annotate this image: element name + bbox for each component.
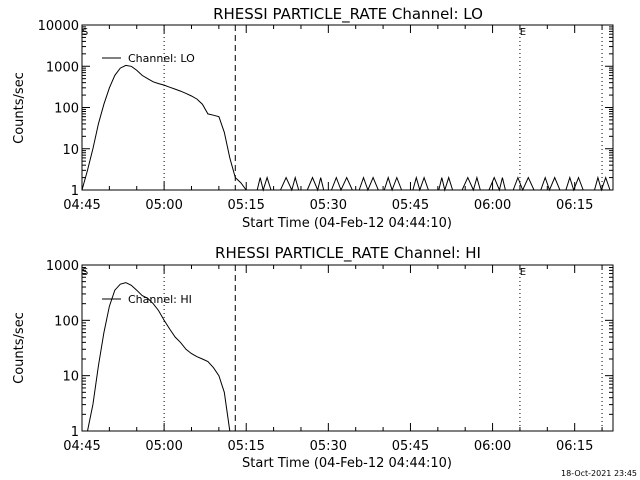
footer-timestamp: 18-Oct-2021 23:45 — [561, 469, 637, 478]
chart-lo-title: RHESSI PARTICLE_RATE Channel: LO — [213, 5, 483, 24]
chart-hi: RHESSI PARTICLE_RATE Channel: HI Counts/… — [12, 244, 614, 471]
chart-hi-legend-label: Channel: HI — [128, 293, 192, 306]
chart-lo-noise-line — [256, 175, 611, 192]
chart-hi-xtick-label-3: 05:30 — [310, 439, 347, 454]
chart-lo-legend-label: Channel: LO — [128, 52, 195, 65]
chart-hi-title: RHESSI PARTICLE_RATE Channel: HI — [215, 244, 481, 263]
chart-hi-vlines — [163, 265, 603, 431]
chart-lo-ytick-label-3: 1000 — [46, 60, 79, 75]
chart-lo-xtick-label-0: 04:45 — [63, 198, 100, 213]
chart-hi-series-line — [87, 282, 231, 432]
chart-lo-ytick-label-4: 10000 — [38, 19, 79, 34]
chart-hi-axes-frame — [81, 264, 614, 432]
chart-lo-ylabel: Counts/sec — [12, 72, 27, 144]
chart-hi-xtick-label-4: 05:45 — [392, 439, 429, 454]
chart-lo-marker-E: E — [520, 27, 526, 38]
chart-hi-marker-E: E — [520, 267, 526, 278]
chart-lo-vlines — [163, 25, 603, 190]
chart-lo-marker-S: S — [82, 27, 88, 38]
chart-hi-xlabel: Start Time (04-Feb-12 04:44:10) — [242, 456, 452, 471]
chart-lo-series-line — [81, 64, 258, 191]
chart-hi-ylabel: Counts/sec — [12, 312, 27, 384]
chart-hi-xtick-label-1: 05:00 — [145, 439, 182, 454]
chart-lo-ytick-label-2: 100 — [54, 102, 79, 117]
chart-hi-legend: Channel: HI — [102, 293, 192, 306]
chart-lo-xticks: 04:45 05:00 05:15 05:30 05:45 06:00 06:15 — [63, 25, 603, 213]
chart-lo-axes-frame — [81, 24, 614, 191]
chart-lo-ytick-label-1: 10 — [62, 143, 79, 158]
chart-lo-xtick-label-3: 05:30 — [310, 198, 347, 213]
chart-hi-ytick-label-1: 10 — [62, 370, 79, 385]
chart-hi-ytick-label-3: 1000 — [46, 259, 79, 274]
chart-lo: RHESSI PARTICLE_RATE Channel: LO Counts/… — [12, 5, 614, 231]
chart-hi-xtick-label-2: 05:15 — [227, 439, 264, 454]
chart-lo-legend: Channel: LO — [102, 52, 195, 65]
chart-hi-ytick-label-0: 1 — [71, 425, 79, 440]
chart-lo-xlabel: Start Time (04-Feb-12 04:44:10) — [242, 216, 452, 231]
chart-lo-yticks: 1 10 100 1000 10000 — [38, 19, 613, 199]
chart-hi-xtick-label-6: 06:15 — [556, 439, 593, 454]
chart-hi-xtick-label-5: 06:00 — [474, 439, 511, 454]
chart-lo-xtick-label-6: 06:15 — [556, 198, 593, 213]
chart-lo-xtick-label-2: 05:15 — [227, 198, 264, 213]
chart-hi-xticks: 04:45 05:00 05:15 05:30 05:45 06:00 06:15 — [63, 265, 603, 454]
chart-hi-ytick-label-2: 100 — [54, 314, 79, 329]
chart-lo-ytick-label-0: 1 — [71, 184, 79, 199]
chart-lo-xtick-label-4: 05:45 — [392, 198, 429, 213]
chart-hi-xtick-label-0: 04:45 — [63, 439, 100, 454]
chart-lo-xtick-label-5: 06:00 — [474, 198, 511, 213]
chart-hi-yticks: 1 10 100 1000 — [46, 259, 613, 440]
chart-lo-xtick-label-1: 05:00 — [145, 198, 182, 213]
chart-hi-marker-S: S — [82, 267, 88, 278]
